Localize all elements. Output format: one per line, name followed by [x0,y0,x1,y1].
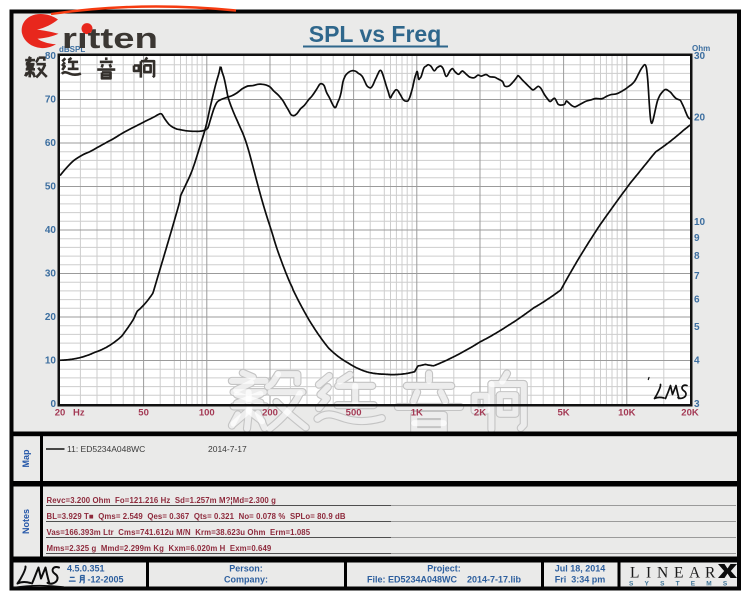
svg-text:rıtten: rıtten [62,23,158,55]
svg-text:SYSTEMS: SYSTEMS [629,581,738,588]
svg-text:50: 50 [138,408,149,419]
svg-text:Map: Map [21,449,31,468]
svg-text:Ohm: Ohm [692,44,710,53]
svg-text:2014-7-17: 2014-7-17 [208,444,247,454]
svg-text:3: 3 [694,399,700,410]
svg-text:5: 5 [694,322,700,333]
svg-text:40: 40 [45,225,57,236]
svg-text:50: 50 [45,182,57,193]
svg-text:20: 20 [694,113,706,124]
svg-text:6: 6 [694,294,700,305]
svg-text:10: 10 [694,217,706,228]
svg-text:200: 200 [262,408,278,419]
svg-text:4.5.0.351: 4.5.0.351 [67,564,105,574]
svg-text:9: 9 [694,233,700,244]
svg-text:R: R [705,565,716,582]
svg-text:5K: 5K [558,408,570,419]
svg-text:Project:: Project: [427,564,461,574]
svg-text:-12-2005: -12-2005 [88,575,124,585]
svg-text:60: 60 [45,138,57,149]
svg-text:1K: 1K [411,408,423,419]
svg-text:Person:: Person: [229,564,263,574]
svg-text:11: ED5234A048WC: 11: ED5234A048WC [67,444,145,454]
svg-text:4: 4 [694,356,700,367]
svg-text:20: 20 [45,312,57,323]
svg-text:20: 20 [55,408,66,419]
svg-text:2K: 2K [474,408,486,419]
svg-text:0: 0 [50,399,56,410]
svg-text:L: L [630,565,639,582]
svg-text:File: ED5234A048WC 2014-7-1: File: ED5234A048WC 2014-7-17.lib [367,575,522,585]
svg-text:10: 10 [45,356,57,367]
svg-text:Mms=2.325 g Mmd=2.299m Kg Kx: Mms=2.325 g Mmd=2.299m Kg Kxm=6.020m H E… [47,544,272,553]
svg-text:A: A [689,565,701,582]
svg-text:8: 8 [694,251,700,262]
svg-text:100: 100 [199,408,215,419]
svg-text:Hz: Hz [73,408,85,419]
svg-text:Company:: Company: [224,575,268,585]
svg-text:70: 70 [45,95,57,106]
svg-text:I: I [646,565,651,582]
svg-text:30: 30 [694,51,706,62]
svg-text:Revc=3.200 Ohm Fo=121.216 Hz: Revc=3.200 Ohm Fo=121.216 Hz Sd=1.257m M… [47,496,277,505]
svg-text:N: N [657,565,668,582]
svg-text:E: E [674,565,683,582]
svg-text:7: 7 [694,271,700,282]
svg-text:Fri 3:34 pm: Fri 3:34 pm [555,575,606,585]
svg-text:500: 500 [346,408,362,419]
svg-text:20K: 20K [681,408,699,419]
svg-text:10K: 10K [618,408,636,419]
svg-text:80: 80 [45,51,57,62]
svg-text:Vas=166.393m Ltr Cms=741.612u: Vas=166.393m Ltr Cms=741.612u M/N Krm=38… [47,528,311,537]
svg-text:dBSPL: dBSPL [59,45,85,54]
svg-text:BL=3.929 T■ Qms= 2.549 Qes=: BL=3.929 T■ Qms= 2.549 Qes= 0.367 Qts= 0… [47,512,346,521]
svg-text:30: 30 [45,269,57,280]
svg-text:Notes: Notes [21,509,31,534]
svg-text:SPL vs Freq: SPL vs Freq [309,21,442,47]
svg-text:Jul 18, 2014: Jul 18, 2014 [555,564,606,574]
